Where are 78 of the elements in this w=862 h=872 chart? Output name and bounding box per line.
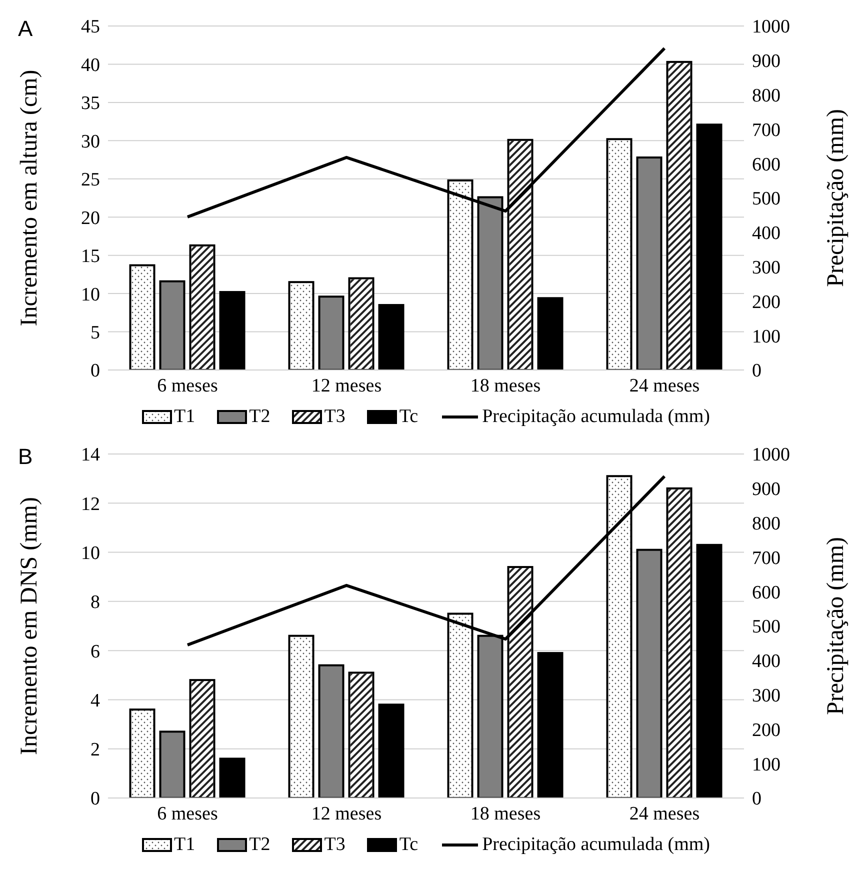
y2-tick-label: 400: [752, 223, 780, 244]
y-tick-label: 35: [81, 93, 100, 114]
y2-tick-label: 800: [752, 514, 780, 535]
chart-title: B: [18, 444, 33, 470]
legend-label: Precipitação acumulada (mm): [482, 406, 710, 428]
y-tick-label: 40: [81, 54, 100, 76]
y2-tick-label: 800: [752, 86, 780, 107]
legend-label: T2: [249, 834, 270, 856]
y2-tick-label: 300: [752, 258, 780, 279]
y-tick-label: 10: [81, 284, 100, 306]
x-tick-label: 12 meses: [311, 375, 382, 396]
bar: [219, 291, 246, 370]
y2-tick-label: 500: [752, 188, 780, 210]
legend-label: Tc: [399, 834, 418, 856]
x-tick-label: 24 meses: [629, 803, 700, 824]
bar: [636, 548, 662, 798]
bar: [537, 297, 564, 370]
y2-tick-label: 600: [752, 154, 780, 176]
y2-tick-label: 1000: [752, 444, 790, 466]
y2-tick-label: 900: [752, 51, 780, 72]
legend-label: T2: [249, 406, 270, 428]
x-tick-label: 6 meses: [157, 375, 218, 396]
y2-tick-label: 900: [752, 479, 780, 500]
bar: [378, 304, 404, 370]
chart-title: A: [18, 16, 33, 42]
y-tick-label: 5: [90, 322, 100, 344]
y2-tick-label: 200: [752, 720, 780, 741]
y2-axis-title: Precipitação (mm): [823, 537, 850, 715]
legend-label: T3: [324, 406, 346, 428]
legend-label: T1: [174, 834, 196, 856]
y-tick-label: 0: [90, 788, 100, 810]
y-tick-label: 30: [81, 131, 100, 152]
x-tick-label: 18 meses: [470, 803, 541, 824]
bar: [219, 758, 246, 798]
bar: [318, 296, 344, 370]
y2-tick-label: 700: [752, 548, 780, 569]
y-tick-label: 25: [81, 170, 100, 191]
y-tick-label: 0: [90, 360, 100, 382]
y2-tick-label: 700: [752, 120, 780, 141]
x-tick-label: 18 meses: [470, 375, 541, 396]
y-tick-label: 14: [81, 444, 100, 466]
y2-tick-label: 400: [752, 651, 780, 672]
y2-tick-label: 0: [752, 360, 762, 382]
bar: [537, 652, 564, 798]
legend-label: T3: [324, 834, 346, 856]
y-tick-label: 20: [81, 208, 100, 229]
y2-axis-title: Precipitação (mm): [823, 109, 850, 287]
bar: [636, 156, 662, 370]
x-tick-label: 6 meses: [157, 803, 218, 824]
y-tick-label: 6: [90, 641, 100, 662]
legend-label: T1: [174, 406, 196, 428]
y-tick-label: 15: [81, 246, 100, 268]
y-tick-label: 45: [81, 16, 100, 38]
y2-tick-label: 300: [752, 686, 780, 707]
bar: [159, 280, 186, 370]
y-tick-label: 8: [90, 592, 100, 614]
y2-tick-label: 1000: [752, 16, 790, 38]
y2-tick-label: 500: [752, 616, 780, 638]
y2-tick-label: 0: [752, 788, 762, 810]
legend-label: Tc: [399, 406, 418, 428]
y-tick-label: 2: [90, 740, 100, 761]
y-tick-label: 12: [81, 494, 100, 515]
x-tick-label: 24 meses: [629, 375, 700, 396]
y-tick-label: 10: [81, 543, 100, 564]
y2-tick-label: 600: [752, 582, 780, 604]
y-axis-title: Incremento em DNS (mm): [16, 497, 43, 755]
y2-tick-label: 100: [752, 754, 780, 776]
bar: [318, 664, 344, 798]
y-tick-label: 4: [90, 690, 100, 712]
x-tick-label: 12 meses: [311, 803, 382, 824]
bar: [696, 544, 722, 798]
bar: [696, 124, 722, 370]
bar: [159, 730, 186, 798]
y2-tick-label: 100: [752, 326, 780, 348]
legend-label: Precipitação acumulada (mm): [482, 834, 710, 856]
y-axis-title: Incremento em altura (cm): [16, 70, 43, 326]
bar: [378, 704, 404, 798]
y2-tick-label: 200: [752, 292, 780, 313]
